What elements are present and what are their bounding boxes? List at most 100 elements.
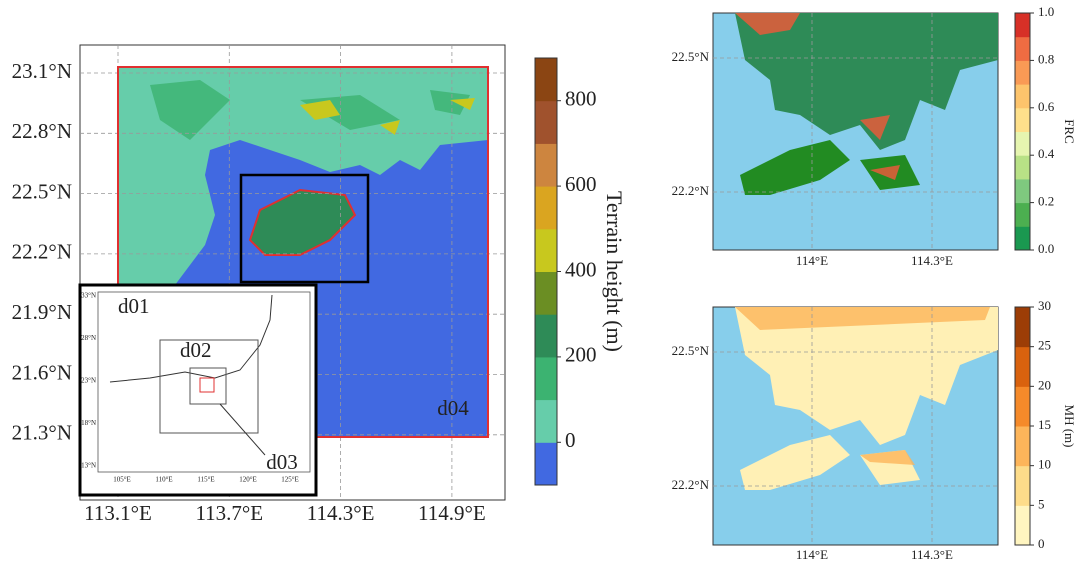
colorbar-tick-label: 0	[1038, 536, 1045, 551]
colorbar-segment	[535, 356, 557, 401]
colorbar-segment	[535, 399, 557, 443]
coastline	[109, 294, 273, 383]
colorbar-segment	[1015, 505, 1030, 546]
lon-tick-label: 114.3°E	[307, 501, 375, 525]
colorbar-segment	[1015, 60, 1030, 85]
colorbar-tick-label: 400	[565, 257, 597, 281]
colorbar-label: MH (m)	[1062, 405, 1077, 448]
inset-lon-tick: 110°E	[155, 476, 172, 484]
colorbar-tick-label: 600	[565, 172, 597, 196]
inset-lon-tick: 115°E	[197, 476, 214, 484]
d02-box	[159, 339, 259, 434]
colorbar-tick-label: 0.6	[1038, 99, 1055, 114]
colorbar-tick-label: 0.2	[1038, 194, 1054, 209]
lat-tick-label: 22.2°N	[672, 183, 710, 198]
inset-label: d01	[118, 294, 150, 318]
lat-tick-label: 22.5°N	[672, 49, 710, 64]
lat-tick-label: 22.2°N	[672, 477, 710, 492]
colorbar-tick-label: 200	[565, 343, 597, 367]
hong-kong	[248, 188, 357, 256]
d03-box	[239, 173, 370, 284]
colorbar-segment	[1015, 426, 1030, 467]
colorbar-segment	[535, 271, 557, 315]
lat-tick-label: 21.6°N	[12, 360, 72, 384]
colorbar-tick-label: 800	[565, 87, 597, 111]
d03-inset-box	[189, 367, 227, 405]
colorbar-segment	[535, 228, 557, 272]
colorbar-tick-label: 25	[1038, 338, 1051, 353]
colorbar-segment	[1015, 131, 1030, 156]
mh-map	[712, 306, 999, 546]
inset-label: d03	[266, 450, 298, 474]
domain-label: d04	[437, 396, 469, 420]
lon-tick-label: 113.1°E	[84, 501, 152, 525]
lon-tick-label: 114.9°E	[418, 501, 486, 525]
colorbar-segment	[535, 143, 557, 187]
inset-axes	[97, 291, 311, 473]
colorbar-segment	[1015, 386, 1030, 427]
land	[740, 435, 920, 490]
frc-map	[712, 12, 999, 251]
colorbar-tick-label: 0.0	[1038, 241, 1054, 256]
colorbar-frame	[1014, 12, 1031, 251]
inset-lon-tick: 105°E	[113, 476, 131, 484]
colorbar-segment	[1015, 84, 1030, 109]
buildings	[735, 307, 990, 465]
colorbar-segment	[1015, 36, 1030, 61]
colorbar-segment	[1015, 202, 1030, 227]
leader	[219, 403, 266, 456]
inset-lat-tick: 23°N	[81, 377, 96, 385]
colorbar-tick-label: 0.4	[1038, 146, 1055, 161]
colorbar-segment	[1015, 465, 1030, 506]
colorbar-segment	[1015, 307, 1030, 348]
colorbar-segment	[535, 314, 557, 358]
lon-tick-label: 114.3°E	[911, 547, 953, 562]
inset-map: d01 d02 d03	[78, 283, 318, 497]
land	[735, 13, 998, 150]
peaks	[300, 98, 475, 135]
lat-tick-label: 21.9°N	[12, 300, 72, 324]
lat-tick-label: 21.3°N	[12, 421, 72, 445]
lon-tick-label: 114.3°E	[911, 253, 953, 268]
colorbar-segment	[1015, 107, 1030, 132]
colorbar-tick-label: 10	[1038, 457, 1051, 472]
colorbar-segment	[1015, 155, 1030, 180]
inset-lat-tick: 28°N	[81, 334, 96, 342]
lat-tick-label: 22.5°N	[672, 343, 710, 358]
colorbar-label: FRC	[1062, 119, 1077, 144]
lon-tick-label: 114°E	[796, 253, 828, 268]
inset-lat-tick: 13°N	[81, 462, 96, 470]
colorbar-tick-label: 20	[1038, 377, 1051, 392]
land	[735, 307, 998, 445]
colorbar-segment	[1015, 13, 1030, 38]
inset-lat-tick: 18°N	[81, 419, 96, 427]
lon-tick-label: 113.7°E	[195, 501, 263, 525]
colorbar-segment	[535, 100, 557, 144]
colorbar-label: Terrain height (m)	[602, 191, 627, 352]
colorbar-tick-label: 30	[1038, 298, 1051, 313]
lat-tick-label: 22.5°N	[12, 179, 72, 203]
inset-lat-tick: 33°N	[81, 292, 96, 300]
lon-tick-label: 114°E	[796, 547, 828, 562]
colorbar-segment	[535, 442, 557, 486]
inset-label: d02	[180, 338, 212, 362]
colorbar-segment	[1015, 346, 1030, 387]
inset-lon-tick: 125°E	[281, 476, 299, 484]
inset-lon-tick: 120°E	[239, 476, 257, 484]
colorbar-segment	[535, 58, 557, 102]
colorbar-segment	[1015, 226, 1030, 251]
lat-tick-label: 22.8°N	[12, 119, 72, 143]
colorbar-tick-label: 0.8	[1038, 51, 1054, 66]
colorbar-tick-label: 0	[565, 428, 576, 452]
colorbar-tick-label: 1.0	[1038, 4, 1054, 19]
colorbar-segment	[1015, 178, 1030, 204]
terrain-hills	[150, 80, 470, 140]
d04-inset-box	[199, 377, 215, 393]
colorbar-tick-label: 15	[1038, 417, 1051, 432]
colorbar-segment	[535, 186, 557, 230]
lat-tick-label: 22.2°N	[12, 240, 72, 264]
land	[740, 140, 920, 195]
colorbar-tick-label: 5	[1038, 496, 1045, 511]
